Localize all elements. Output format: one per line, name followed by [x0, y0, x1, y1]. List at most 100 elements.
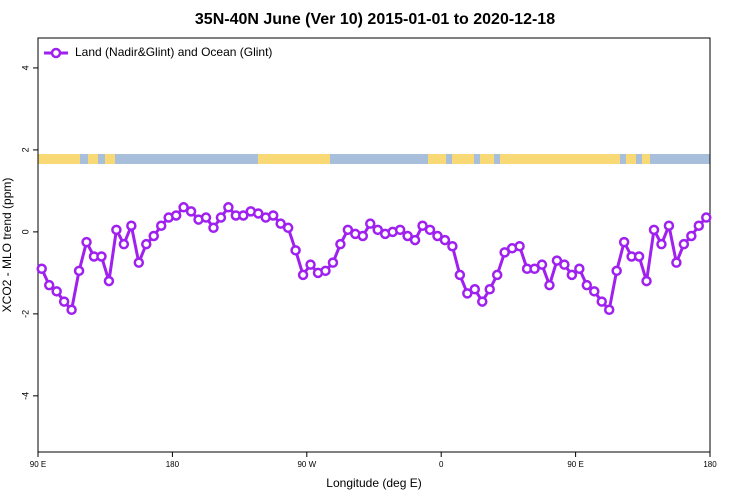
- x-tick-label: 90 E: [30, 460, 46, 469]
- data-point: [491, 269, 503, 281]
- data-point: [36, 263, 47, 275]
- data-point: [178, 202, 189, 213]
- data-point: [514, 240, 525, 252]
- y-tick-label: 0: [20, 229, 30, 234]
- data-point: [342, 224, 354, 236]
- data-point: [603, 304, 615, 316]
- y-tick-label: 4: [20, 65, 30, 70]
- data-point: [678, 238, 690, 250]
- land-segment: [452, 154, 474, 164]
- chart-title: 35N-40N June (Ver 10) 2015-01-01 to 2020…: [195, 11, 555, 28]
- data-point: [409, 234, 421, 246]
- legend-label: Land (Nadir&Glint) and Ocean (Glint): [75, 45, 272, 59]
- data-point: [215, 212, 227, 223]
- data-point: [133, 257, 145, 268]
- data-point: [96, 251, 107, 262]
- data-point: [633, 251, 645, 262]
- data-point: [170, 210, 182, 221]
- legend-marker: [50, 47, 62, 59]
- data-point: [701, 212, 712, 223]
- plot-frame: [37, 37, 711, 453]
- data-point: [477, 296, 488, 307]
- land-segment: [38, 154, 80, 164]
- x-tick-label: 180: [703, 460, 717, 469]
- data-point: [686, 230, 697, 242]
- data-point: [462, 288, 473, 299]
- data-point: [454, 269, 466, 281]
- data-point: [439, 234, 451, 246]
- data-point: [335, 238, 346, 250]
- data-point: [402, 230, 413, 242]
- land-segment: [626, 154, 636, 164]
- data-point: [596, 296, 607, 307]
- data-point: [275, 218, 286, 229]
- land-segment: [105, 154, 115, 164]
- data-point: [589, 286, 600, 297]
- data-point: [208, 222, 219, 234]
- data-point: [641, 275, 652, 287]
- data-point: [559, 259, 570, 270]
- x-tick-label: 0: [439, 460, 444, 469]
- y-tick-label: -4: [20, 392, 30, 400]
- data-point: [648, 224, 660, 236]
- land-segment: [642, 154, 650, 164]
- data-point: [223, 202, 234, 213]
- x-axis-label: Longitude (deg E): [326, 476, 421, 490]
- data-point: [469, 284, 481, 295]
- data-point: [536, 259, 548, 270]
- data-point: [155, 220, 167, 231]
- data-point: [185, 206, 197, 217]
- data-point: [282, 222, 294, 234]
- land-segment: [88, 154, 98, 164]
- ocean-band: [38, 154, 710, 164]
- data-point: [320, 265, 331, 277]
- data-point: [58, 296, 70, 307]
- data-point: [118, 238, 130, 250]
- data-point: [656, 238, 667, 250]
- data-point: [551, 255, 563, 266]
- data-point: [297, 269, 309, 281]
- data-point: [372, 224, 383, 236]
- data-point: [432, 230, 443, 242]
- data-point: [51, 286, 62, 297]
- data-point: [424, 224, 436, 236]
- data-point: [73, 265, 85, 277]
- land-segment: [428, 154, 446, 164]
- y-axis-label: XCO2 - MLO trend (ppm): [0, 178, 14, 313]
- data-point: [148, 230, 159, 242]
- data-point: [103, 275, 115, 287]
- data-point: [327, 257, 339, 268]
- data-point: [365, 218, 376, 229]
- y-tick-label: 2: [20, 147, 30, 152]
- data-point: [499, 247, 510, 258]
- data-point: [574, 263, 585, 275]
- data-point: [200, 212, 212, 223]
- data-point: [126, 220, 137, 231]
- x-tick-label: 180: [166, 460, 180, 469]
- data-point: [394, 224, 406, 236]
- data-point: [529, 263, 540, 275]
- data-point: [581, 279, 593, 291]
- data-point: [357, 230, 369, 242]
- data-point: [111, 224, 122, 236]
- data-point: [544, 279, 555, 291]
- data-point: [618, 236, 630, 248]
- data-point: [671, 257, 682, 268]
- data-point: [484, 284, 495, 295]
- land-segment: [500, 154, 620, 164]
- data-point: [238, 210, 249, 221]
- data-point: [290, 245, 301, 256]
- data-point: [611, 265, 622, 277]
- data-point: [663, 220, 675, 231]
- data-point: [566, 269, 578, 281]
- x-tick-label: 90 E: [567, 460, 583, 469]
- x-tick-label: 90 W: [297, 460, 316, 469]
- data-point: [447, 240, 458, 252]
- data-point: [253, 208, 264, 219]
- data-point: [417, 220, 428, 231]
- land-segment: [258, 154, 330, 164]
- y-tick-label: -2: [20, 310, 30, 318]
- data-point: [305, 259, 316, 270]
- data-point: [43, 279, 55, 291]
